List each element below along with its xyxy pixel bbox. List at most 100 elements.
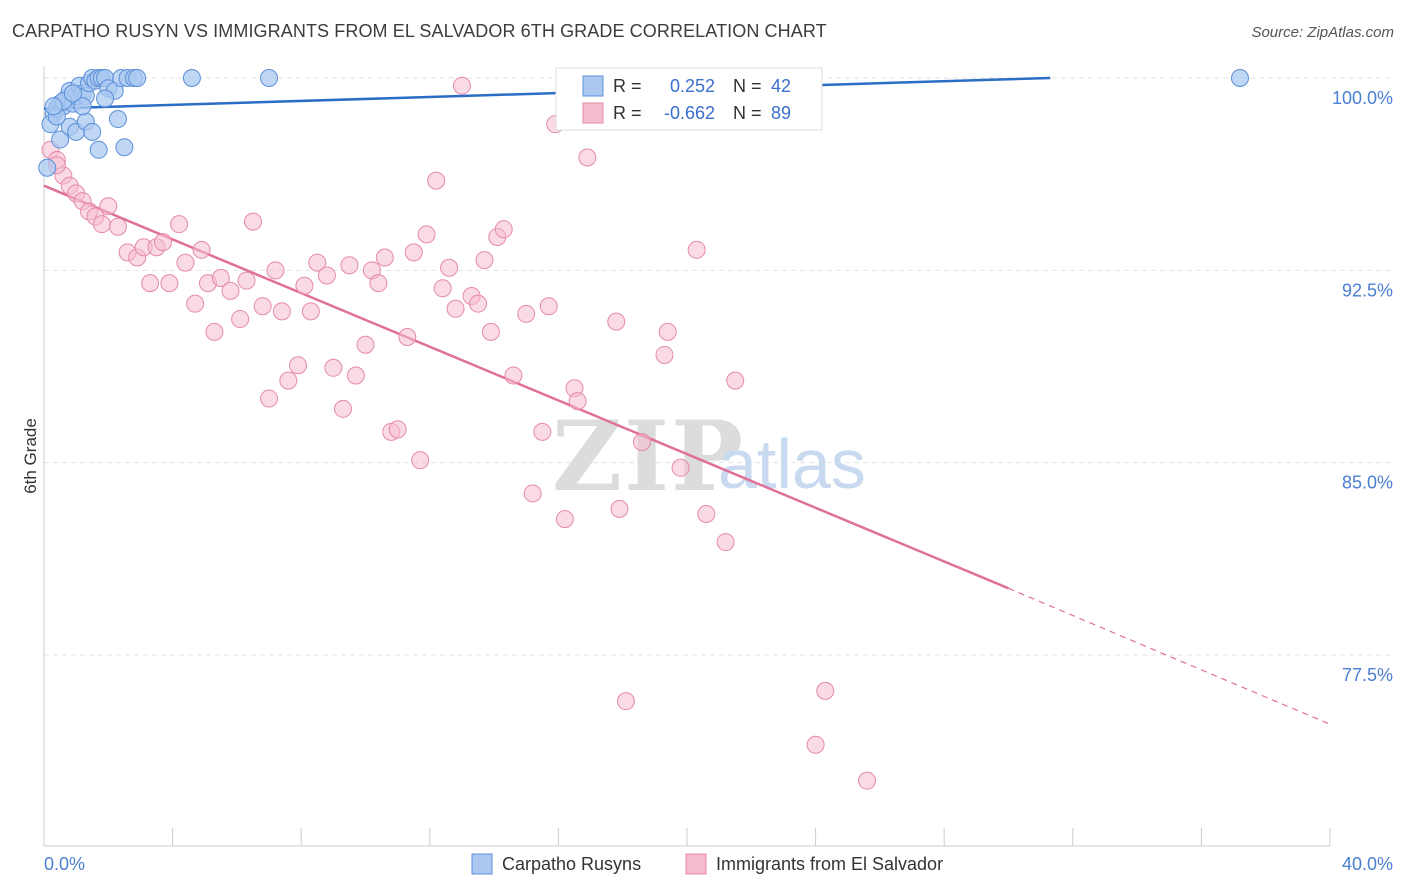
point-el-salvador-8	[92, 215, 111, 234]
point-el-salvador-42	[346, 366, 365, 385]
point-el-salvador-76	[616, 692, 635, 711]
point-el-salvador-26	[231, 310, 250, 329]
point-carpatho-rusyn-28	[83, 122, 102, 141]
point-el-salvador-87	[858, 771, 877, 790]
point-el-salvador-73	[578, 148, 597, 167]
watermark-atlas: atlas	[718, 425, 866, 503]
point-el-salvador-57	[452, 76, 471, 95]
point-carpatho-rusyn-33	[108, 110, 127, 129]
point-el-salvador-67	[533, 422, 552, 441]
point-el-salvador-60	[475, 251, 494, 270]
point-carpatho-rusyn-37	[44, 97, 63, 116]
legend-n-value-1: 42	[771, 76, 791, 96]
point-el-salvador-25	[221, 281, 240, 300]
point-el-salvador-28	[243, 212, 262, 231]
point-el-salvador-70	[555, 510, 574, 529]
point-el-salvador-61	[481, 322, 500, 341]
point-el-salvador-14	[141, 274, 160, 293]
point-carpatho-rusyn-35	[73, 97, 92, 116]
point-el-salvador-36	[301, 302, 320, 321]
legend-n-value-2: 89	[771, 103, 791, 123]
trend-line-el-salvador	[43, 184, 1009, 590]
legend-r-value-2: -0.662	[664, 103, 715, 123]
point-el-salvador-16	[153, 233, 172, 252]
point-el-salvador-39	[324, 358, 343, 377]
point-el-salvador-51	[411, 451, 430, 470]
point-carpatho-rusyn-36	[63, 84, 82, 103]
legend-swatch-pink	[582, 102, 604, 124]
source-label: Source: ZipAtlas.com	[1251, 24, 1394, 41]
legend-r-label-1: R =	[613, 76, 642, 96]
point-el-salvador-72	[568, 392, 587, 411]
point-el-salvador-35	[295, 276, 314, 295]
point-el-salvador-63	[494, 220, 513, 239]
point-carpatho-rusyn-41	[1230, 69, 1249, 87]
point-carpatho-rusyn-24	[51, 130, 70, 149]
point-el-salvador-29	[253, 297, 272, 316]
point-el-salvador-56	[446, 299, 465, 318]
point-el-salvador-37	[308, 253, 327, 272]
point-el-salvador-59	[469, 294, 488, 313]
point-el-salvador-65	[517, 304, 536, 323]
legend-bottom-swatch-blue	[471, 853, 493, 875]
point-el-salvador-17	[160, 274, 179, 293]
point-el-salvador-32	[272, 302, 291, 321]
point-el-salvador-74	[607, 312, 626, 331]
point-el-salvador-53	[427, 171, 446, 190]
point-el-salvador-20	[186, 294, 205, 313]
point-el-salvador-54	[433, 279, 452, 298]
trend-line-carpatho-rusyns	[43, 76, 1051, 111]
point-el-salvador-45	[369, 274, 388, 293]
axes	[43, 66, 1331, 847]
y-tick-labels: 100.0% 92.5% 85.0% 77.5%	[1332, 88, 1393, 685]
y-tick-label-1: 92.5%	[1342, 280, 1393, 300]
y-axis-label: 6th Grade	[21, 418, 40, 494]
point-el-salvador-49	[398, 328, 417, 347]
point-carpatho-rusyn-40	[260, 69, 279, 87]
point-carpatho-rusyn-32	[96, 89, 115, 108]
point-el-salvador-30	[260, 389, 279, 408]
point-el-salvador-18	[170, 215, 189, 234]
point-el-salvador-38	[317, 266, 336, 285]
data-points	[38, 69, 1249, 790]
point-carpatho-rusyn-22	[128, 69, 147, 87]
legend-bottom-label-1: Carpatho Rusyns	[502, 854, 641, 874]
point-el-salvador-85	[806, 735, 825, 754]
point-el-salvador-83	[716, 533, 735, 552]
point-el-salvador-24	[211, 269, 230, 288]
legend-bottom: Carpatho Rusyns Immigrants from El Salva…	[471, 853, 943, 875]
point-el-salvador-48	[388, 420, 407, 439]
point-el-salvador-55	[440, 258, 459, 277]
legend-n-label-2: N =	[733, 103, 762, 123]
legend-bottom-label-2: Immigrants from El Salvador	[716, 854, 943, 874]
point-el-salvador-40	[333, 399, 352, 418]
point-el-salvador-82	[697, 504, 716, 523]
point-el-salvador-23	[205, 322, 224, 341]
point-el-salvador-78	[655, 345, 674, 364]
point-el-salvador-81	[687, 240, 706, 259]
legend-n-label-1: N =	[733, 76, 762, 96]
point-el-salvador-31	[266, 261, 285, 280]
point-el-salvador-21	[192, 240, 211, 259]
y-tick-label-3: 77.5%	[1342, 665, 1393, 685]
legend-swatch-blue	[582, 75, 604, 97]
y-tick-label-0: 100.0%	[1332, 88, 1393, 108]
legend-r-label-2: R =	[613, 103, 642, 123]
point-el-salvador-50	[404, 243, 423, 262]
point-el-salvador-68	[539, 297, 558, 316]
point-el-salvador-34	[288, 356, 307, 375]
point-el-salvador-52	[417, 225, 436, 244]
watermark-zip: ZIP	[552, 400, 745, 513]
x-tick-label-min: 0.0%	[44, 854, 85, 874]
point-el-salvador-80	[671, 458, 690, 477]
legend-bottom-swatch-pink	[685, 853, 707, 875]
chart-title: CARPATHO RUSYN VS IMMIGRANTS FROM EL SAL…	[12, 21, 827, 41]
point-carpatho-rusyn-38	[38, 158, 57, 177]
point-el-salvador-41	[340, 256, 359, 275]
point-el-salvador-33	[279, 371, 298, 390]
point-el-salvador-79	[658, 322, 677, 341]
point-el-salvador-84	[726, 371, 745, 390]
point-el-salvador-86	[816, 681, 835, 700]
point-carpatho-rusyn-29	[89, 140, 108, 159]
point-el-salvador-43	[356, 335, 375, 354]
